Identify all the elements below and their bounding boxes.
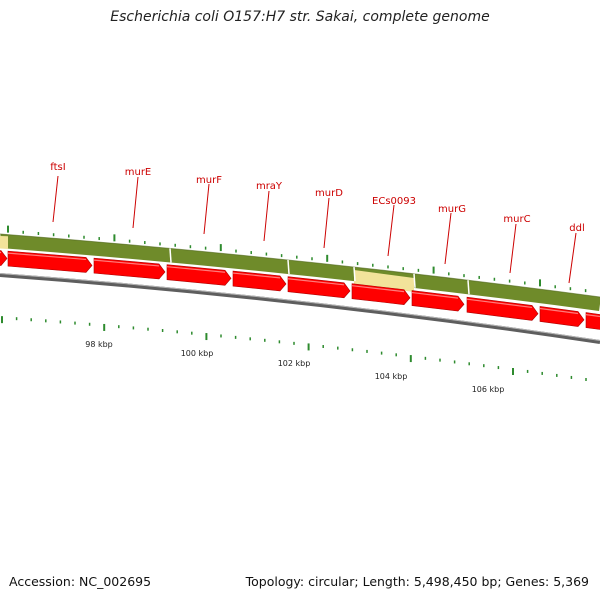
scale-label-106kbp: 106 kbp xyxy=(472,385,505,394)
map-title: Escherichia coli O157:H7 str. Sakai, com… xyxy=(110,9,490,25)
gene-arrow-row xyxy=(0,250,600,330)
leader-line xyxy=(387,204,395,257)
gene-arrow-highlight xyxy=(585,314,600,318)
gene-arrow xyxy=(539,306,585,327)
leader-line xyxy=(52,175,59,223)
gene-arrow xyxy=(466,296,539,321)
gene-arrow-highlight xyxy=(7,252,87,261)
leader-line xyxy=(444,212,452,265)
leader-line xyxy=(323,197,330,249)
scale-label-104kbp: 104 kbp xyxy=(375,372,408,381)
gene-label-murE: murE xyxy=(125,167,152,178)
outer-tick-row xyxy=(7,225,587,293)
leader-line xyxy=(568,232,577,284)
leader-line xyxy=(509,223,517,274)
scale-label-100kbp: 100 kbp xyxy=(181,349,214,358)
gene-arrow-highlight xyxy=(166,266,226,273)
gene-arrow xyxy=(232,270,287,292)
backbone-line xyxy=(0,273,600,344)
inner-tick-row xyxy=(1,316,587,382)
leader-line xyxy=(132,176,139,229)
gene-arrow-highlight xyxy=(539,307,579,315)
track-divider xyxy=(413,273,416,288)
scale-label-98kbp: 98 kbp xyxy=(85,340,113,349)
feature-highlight xyxy=(354,270,414,292)
accession-text: Accession: NC_002695 xyxy=(9,574,152,589)
gene-label-murD: murD xyxy=(315,188,343,199)
track-divider xyxy=(287,259,290,275)
feature-highlight xyxy=(0,236,8,249)
feature-dividers xyxy=(169,248,470,295)
leader-line xyxy=(263,190,270,242)
gene-label-ftsI: ftsI xyxy=(50,162,65,173)
gene-arrow xyxy=(411,290,465,312)
feature-track xyxy=(0,234,600,311)
topology-text: Topology: circular; Length: 5,498,450 bp… xyxy=(245,574,589,589)
track-divider xyxy=(353,267,356,282)
scale-label-102kbp: 102 kbp xyxy=(278,359,311,368)
track-divider xyxy=(169,248,172,263)
gene-label-ECs0093: ECs0093 xyxy=(372,196,416,207)
gene-arrow xyxy=(7,250,93,273)
gene-label-murF: murF xyxy=(196,175,222,186)
track-divider xyxy=(467,280,470,295)
gene-arrow xyxy=(585,312,600,330)
gene-label-mraY: mraY xyxy=(256,181,283,192)
gene-arrow-highlight xyxy=(351,285,405,293)
gene-arrow xyxy=(166,264,232,286)
gene-arrow-highlight xyxy=(411,291,459,299)
gene-arrow-highlight xyxy=(287,278,345,286)
gene-arrow-highlight xyxy=(93,259,160,267)
gene-arrow xyxy=(93,257,166,280)
gene-arrow-highlight xyxy=(466,298,533,309)
gene-label-ddl: ddl xyxy=(569,223,584,234)
gene-arrow xyxy=(287,276,351,299)
gene-arrow xyxy=(351,283,411,305)
leader-line xyxy=(203,183,210,235)
gene-label-murC: murC xyxy=(503,214,530,225)
gene-arrow xyxy=(0,250,8,266)
gene-label-murG: murG xyxy=(438,204,466,215)
gene-arrow-highlight xyxy=(232,272,281,279)
